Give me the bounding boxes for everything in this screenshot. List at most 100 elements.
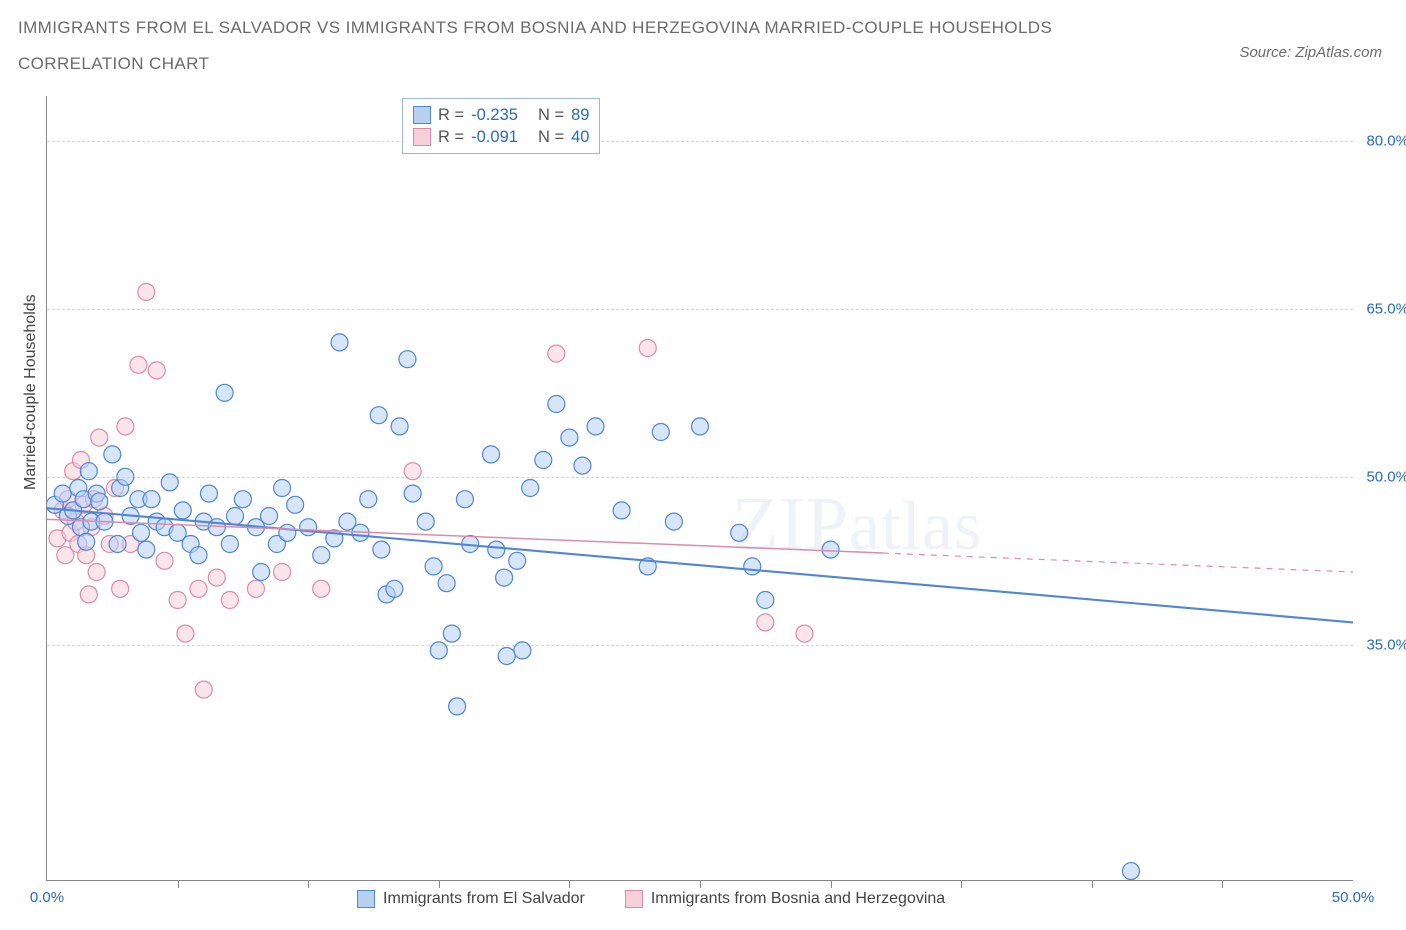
- data-point: [665, 513, 682, 530]
- y-tick-label: 80.0%: [1366, 132, 1406, 149]
- data-point: [279, 524, 296, 541]
- data-point: [535, 452, 552, 469]
- legend-n-label: N =: [538, 104, 564, 126]
- y-tick-label: 65.0%: [1366, 300, 1406, 317]
- data-point: [522, 480, 539, 497]
- data-point: [404, 463, 421, 480]
- data-point: [386, 580, 403, 597]
- x-tick-mark: [831, 880, 832, 888]
- data-point: [130, 356, 147, 373]
- title-line-1: IMMIGRANTS FROM EL SALVADOR VS IMMIGRANT…: [18, 10, 1052, 46]
- data-point: [652, 424, 669, 441]
- x-tick-mark: [439, 880, 440, 888]
- data-point: [399, 351, 416, 368]
- data-point: [488, 541, 505, 558]
- legend-bottom-label: Immigrants from El Salvador: [383, 890, 585, 908]
- legend-r-label: R =: [438, 104, 464, 126]
- data-point: [177, 625, 194, 642]
- legend-r-label: R =: [438, 126, 464, 148]
- data-point: [274, 564, 291, 581]
- data-point: [138, 284, 155, 301]
- data-point: [133, 524, 150, 541]
- data-point: [274, 480, 291, 497]
- data-point: [104, 446, 121, 463]
- x-tick-mark: [308, 880, 309, 888]
- data-point: [514, 642, 531, 659]
- data-point: [744, 558, 761, 575]
- data-point: [548, 396, 565, 413]
- chart-svg: [47, 96, 1353, 880]
- data-point: [331, 334, 348, 351]
- data-point: [370, 407, 387, 424]
- data-point: [227, 508, 244, 525]
- data-point: [287, 496, 304, 513]
- data-point: [109, 536, 126, 553]
- source-credit: Source: ZipAtlas.com: [1239, 44, 1382, 61]
- data-point: [443, 625, 460, 642]
- data-point: [208, 569, 225, 586]
- data-point: [548, 345, 565, 362]
- data-point: [456, 491, 473, 508]
- data-point: [190, 547, 207, 564]
- title-line-2: CORRELATION CHART: [18, 46, 1052, 82]
- data-point: [587, 418, 604, 435]
- data-point: [417, 513, 434, 530]
- data-point: [391, 418, 408, 435]
- data-point: [91, 493, 108, 510]
- data-point: [313, 547, 330, 564]
- data-point: [373, 541, 390, 558]
- x-tick-mark: [569, 880, 570, 888]
- data-point: [483, 446, 500, 463]
- x-tick-mark: [1222, 880, 1223, 888]
- data-point: [822, 541, 839, 558]
- legend-bottom-item-1: Immigrants from El Salvador: [357, 890, 585, 908]
- title-block: IMMIGRANTS FROM EL SALVADOR VS IMMIGRANT…: [18, 10, 1052, 81]
- data-point: [161, 474, 178, 491]
- data-point: [639, 340, 656, 357]
- legend-n-label: N =: [538, 126, 564, 148]
- data-point: [425, 558, 442, 575]
- legend-bottom: Immigrants from El Salvador Immigrants f…: [357, 890, 945, 908]
- data-point: [156, 552, 173, 569]
- data-point: [117, 418, 134, 435]
- data-point: [613, 502, 630, 519]
- plot-area: ZIPatlas 35.0%50.0%65.0%80.0% 0.0%50.0% …: [46, 96, 1353, 881]
- data-point: [195, 681, 212, 698]
- data-point: [261, 508, 278, 525]
- legend-r-value: -0.091: [471, 126, 518, 148]
- data-point: [148, 362, 165, 379]
- data-point: [221, 536, 238, 553]
- data-point: [54, 485, 71, 502]
- data-point: [757, 614, 774, 631]
- x-tick-mark: [700, 880, 701, 888]
- legend-top-row-2: R = -0.091 N = 40: [413, 126, 589, 148]
- data-point: [692, 418, 709, 435]
- x-tick-mark: [178, 880, 179, 888]
- legend-n-value: 40: [571, 126, 589, 148]
- legend-swatch-blue-icon: [357, 890, 375, 908]
- x-tick-label: 0.0%: [30, 889, 64, 906]
- legend-swatch-pink-icon: [413, 128, 431, 146]
- data-point: [360, 491, 377, 508]
- data-point: [78, 533, 95, 550]
- data-point: [190, 580, 207, 597]
- y-tick-label: 35.0%: [1366, 636, 1406, 653]
- data-point: [216, 384, 233, 401]
- x-tick-mark: [1092, 880, 1093, 888]
- data-point: [200, 485, 217, 502]
- legend-swatch-pink-icon: [625, 890, 643, 908]
- data-point: [112, 580, 129, 597]
- data-point: [253, 564, 270, 581]
- data-point: [561, 429, 578, 446]
- data-point: [117, 468, 134, 485]
- data-point: [796, 625, 813, 642]
- data-point: [449, 698, 466, 715]
- data-point: [496, 569, 513, 586]
- chart-container: IMMIGRANTS FROM EL SALVADOR VS IMMIGRANT…: [0, 0, 1406, 930]
- data-point: [757, 592, 774, 609]
- legend-swatch-blue-icon: [413, 106, 431, 124]
- data-point: [138, 541, 155, 558]
- y-tick-label: 50.0%: [1366, 468, 1406, 485]
- data-point: [430, 642, 447, 659]
- data-point: [300, 519, 317, 536]
